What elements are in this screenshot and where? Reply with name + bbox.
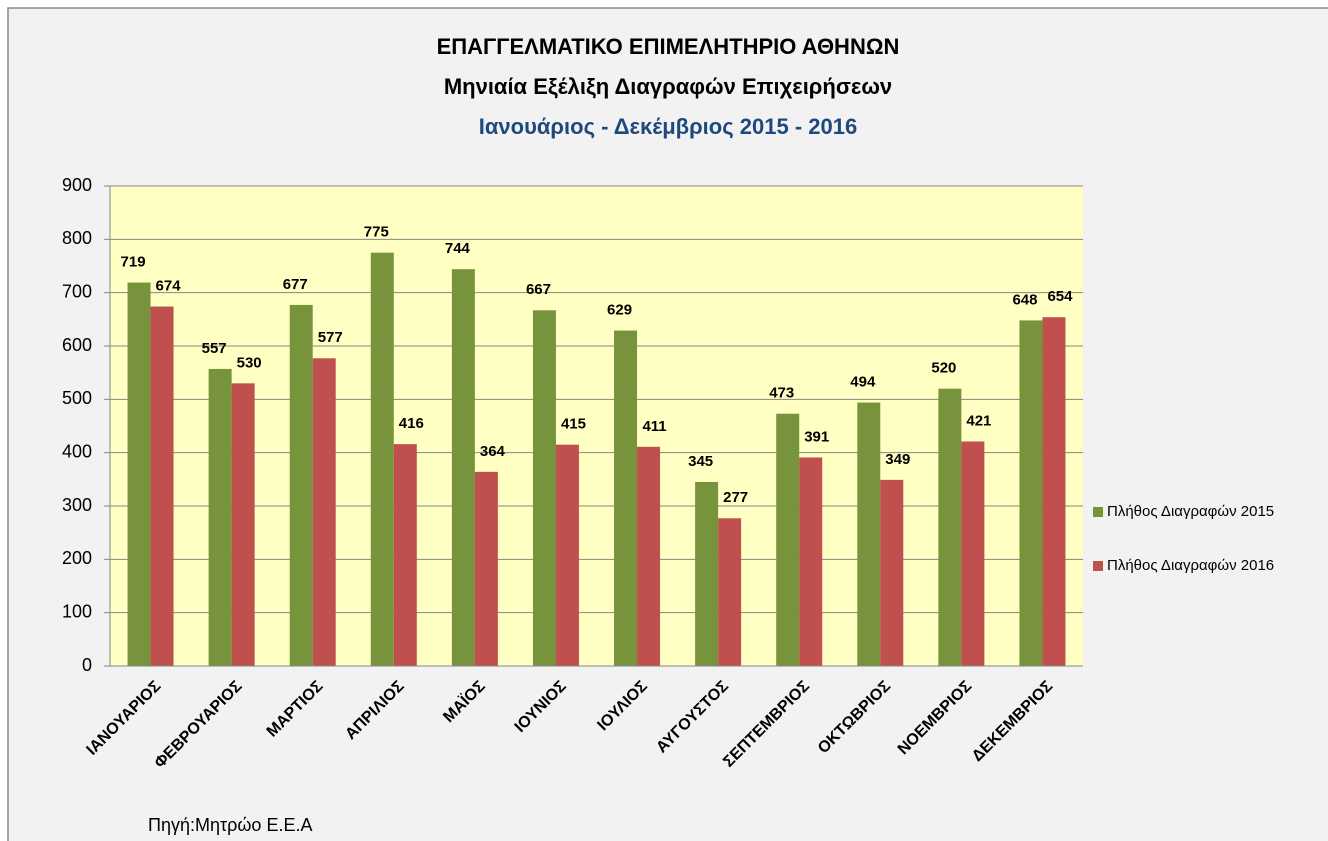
bar (880, 479, 904, 666)
bar (532, 310, 556, 666)
data-label: 629 (607, 302, 632, 319)
y-tick-label: 500 (62, 388, 92, 408)
bar (857, 402, 881, 666)
data-label: 494 (850, 374, 876, 391)
y-tick-label: 600 (62, 335, 92, 355)
legend-swatch (1093, 507, 1103, 517)
data-label: 415 (561, 416, 586, 433)
bar (474, 471, 498, 666)
bar (150, 306, 174, 666)
chart-title: ΕΠΑΓΓΕΛΜΑΤΙΚΟ ΕΠΙΜΕΛΗΤΗΡΙΟ ΑΘΗΝΩΝ (437, 34, 900, 59)
legend-label: Πλήθος Διαγραφών 2015 (1107, 503, 1274, 520)
data-label: 520 (931, 360, 956, 377)
y-tick-label: 800 (62, 228, 92, 248)
data-label: 364 (480, 443, 506, 460)
bar (1042, 317, 1066, 666)
data-label: 345 (688, 453, 713, 470)
bar (799, 457, 823, 666)
bar (614, 330, 638, 666)
y-tick-label: 200 (62, 548, 92, 568)
bar (370, 252, 394, 666)
bar (961, 441, 985, 666)
data-label: 473 (769, 385, 794, 402)
y-tick-label: 100 (62, 601, 92, 621)
data-label: 719 (121, 254, 146, 271)
data-label: 775 (364, 224, 389, 241)
data-label: 421 (966, 412, 991, 429)
data-label: 557 (202, 340, 227, 357)
legend-swatch (1093, 561, 1103, 571)
y-tick-label: 400 (62, 441, 92, 461)
bar (695, 482, 719, 666)
data-label: 416 (399, 415, 424, 432)
bar (289, 304, 313, 666)
bar (776, 413, 800, 666)
bar (393, 444, 417, 666)
y-tick-label: 700 (62, 281, 92, 301)
data-label: 648 (1012, 291, 1037, 308)
data-label: 677 (283, 276, 308, 293)
data-label: 654 (1047, 288, 1073, 305)
data-label: 530 (237, 354, 262, 371)
chart-subtitle: Ιανουάριος - Δεκέμβριος 2015 - 2016 (479, 114, 857, 139)
data-label: 277 (723, 489, 748, 506)
bar (938, 388, 962, 666)
bar (555, 444, 579, 666)
data-label: 349 (885, 451, 910, 468)
data-label: 391 (804, 428, 829, 445)
bar (718, 518, 742, 666)
bar (312, 358, 336, 666)
bar (127, 282, 151, 666)
y-tick-label: 0 (82, 655, 92, 675)
data-label: 411 (642, 418, 666, 435)
bar (208, 368, 232, 666)
y-tick-label: 900 (62, 175, 92, 195)
data-label: 667 (526, 281, 551, 298)
source-note: Πηγή:Μητρώο Ε.Ε.Α (148, 815, 312, 835)
bar (231, 383, 255, 666)
chart-title: Μηνιαία Εξέλιξη Διαγραφών Επιχειρήσεων (444, 74, 892, 99)
data-label: 744 (445, 240, 471, 257)
plot-area (110, 186, 1083, 666)
bar (1019, 320, 1043, 666)
data-label: 577 (318, 329, 343, 346)
bar (451, 269, 475, 666)
legend-label: Πλήθος Διαγραφών 2016 (1107, 557, 1274, 574)
data-label: 674 (156, 278, 182, 295)
bar (637, 446, 661, 666)
y-tick-label: 300 (62, 495, 92, 515)
